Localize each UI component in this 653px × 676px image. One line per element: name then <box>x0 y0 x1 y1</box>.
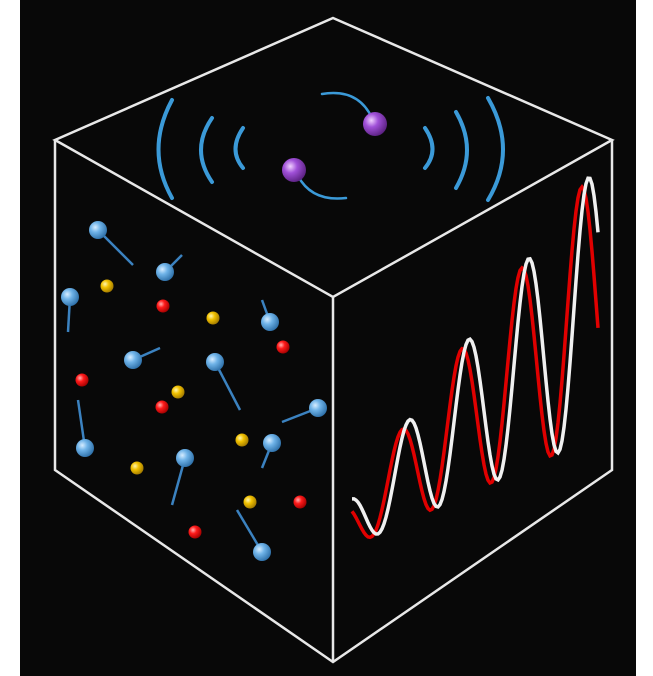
molecule <box>176 449 194 467</box>
molecule <box>156 263 174 281</box>
molecule <box>76 439 94 457</box>
yellow-particle <box>244 496 257 509</box>
yellow-particle <box>131 462 144 475</box>
red-particle <box>189 526 202 539</box>
red-particle <box>294 496 307 509</box>
red-particle <box>156 401 169 414</box>
molecule <box>261 313 279 331</box>
molecule <box>124 351 142 369</box>
molecule <box>61 288 79 306</box>
molecule <box>309 399 327 417</box>
molecule <box>89 221 107 239</box>
yellow-particle <box>101 280 114 293</box>
molecule <box>206 353 224 371</box>
illustration <box>0 0 653 676</box>
yellow-particle <box>172 386 185 399</box>
red-particle <box>76 374 89 387</box>
atom <box>363 112 387 136</box>
molecule <box>263 434 281 452</box>
yellow-particle <box>207 312 220 325</box>
red-particle <box>157 300 170 313</box>
molecule <box>253 543 271 561</box>
red-particle <box>277 341 290 354</box>
atom <box>282 158 306 182</box>
yellow-particle <box>236 434 249 447</box>
